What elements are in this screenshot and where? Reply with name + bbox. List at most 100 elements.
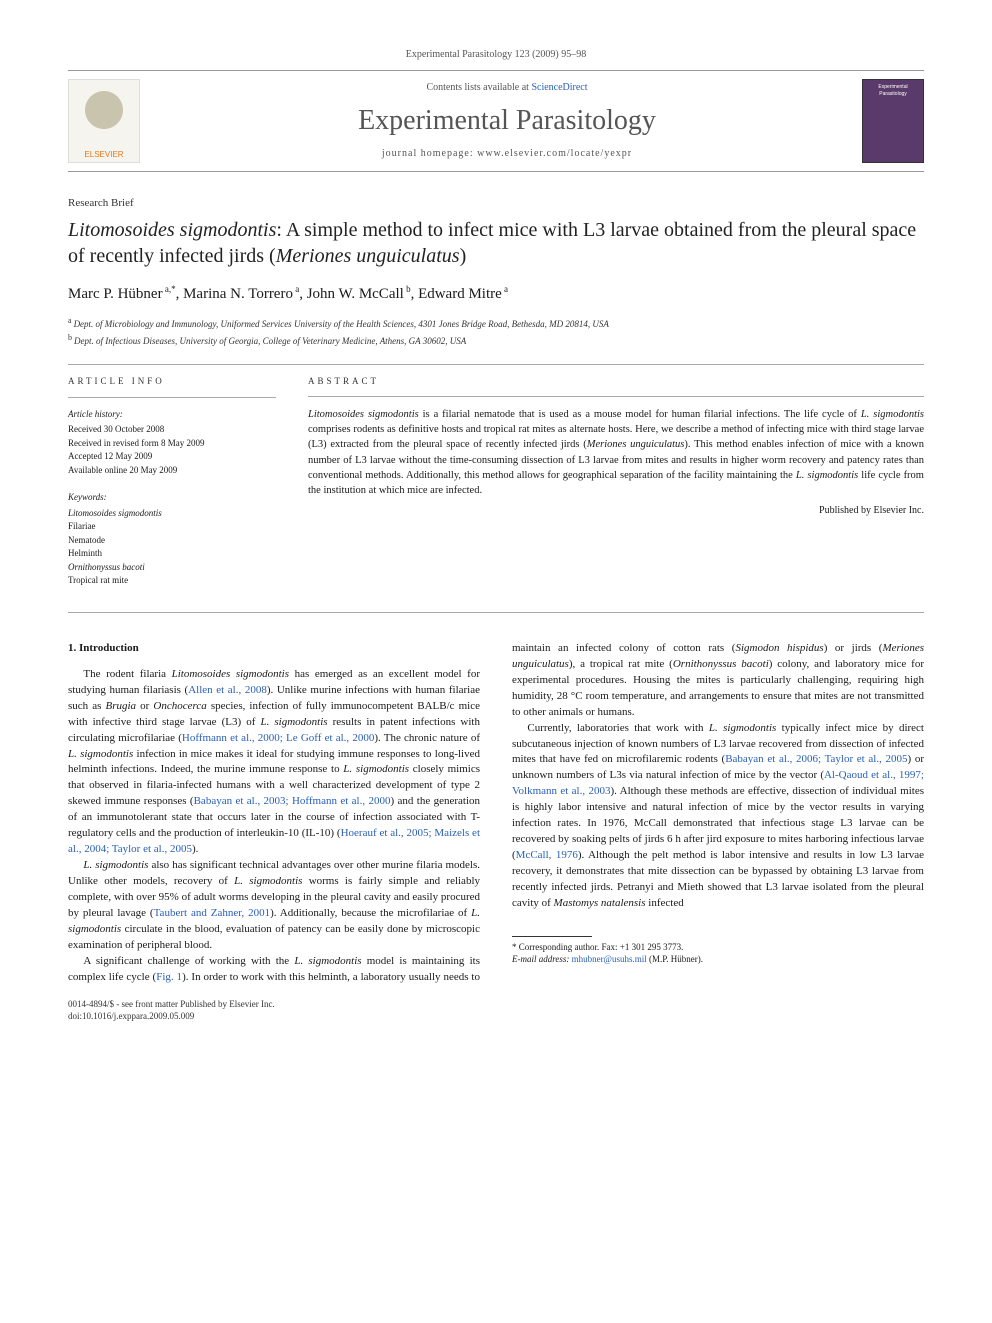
affiliations-block: a Dept. of Microbiology and Immunology, … <box>68 315 924 348</box>
history-item: Available online 20 May 2009 <box>68 464 276 478</box>
text-fragment: L. sigmodontis <box>83 859 148 871</box>
title-ital-1: Litomosoides sigmodontis <box>68 219 276 241</box>
abstract-divider <box>308 396 924 397</box>
text-fragment: Sigmodon hispidus <box>735 642 823 654</box>
history-heading: Article history: <box>68 408 276 422</box>
divider-top <box>68 364 924 365</box>
citation-link[interactable]: Taubert and Zahner, 2001 <box>154 907 270 919</box>
homepage-line: journal homepage: www.elsevier.com/locat… <box>152 147 862 161</box>
keyword-item: Litomosoides sigmodontis <box>68 507 276 521</box>
article-info-column: article info Article history: Received 3… <box>68 375 276 588</box>
corresponding-author-line: * Corresponding author. Fax: +1 301 295 … <box>512 941 924 954</box>
text-fragment: ). The chronic nature of <box>374 732 480 744</box>
homepage-url[interactable]: www.elsevier.com/locate/yexpr <box>477 148 632 159</box>
email-line: E-mail address: mhubner@usuhs.mil (M.P. … <box>512 953 924 966</box>
abstract-publisher: Published by Elsevier Inc. <box>308 504 924 518</box>
header-center: Contents lists available at ScienceDirec… <box>152 81 862 160</box>
affiliation-sup: a <box>68 316 74 325</box>
citation-link[interactable]: Allen et al., 2008 <box>188 684 267 696</box>
text-fragment: infected <box>646 897 684 909</box>
author: Edward Mitre <box>418 286 502 302</box>
citation-link[interactable]: McCall, 1976 <box>516 849 578 861</box>
keyword-item: Helminth <box>68 547 276 561</box>
citation-link[interactable]: Hoffmann et al., 2000; Le Goff et al., 2… <box>182 732 374 744</box>
elsevier-logo: ELSEVIER <box>68 79 140 163</box>
author-affil-sup: a,* <box>163 284 176 294</box>
abstract-heading: abstract <box>308 375 924 388</box>
text-fragment: or <box>136 700 153 712</box>
keyword-item: Tropical rat mite <box>68 574 276 588</box>
keyword-item: Nematode <box>68 534 276 548</box>
doi-text: doi:10.1016/j.exppara.2009.05.009 <box>68 1011 194 1021</box>
copyright-text: 0014-4894/$ - see front matter Published… <box>68 999 275 1009</box>
divider-bottom <box>68 612 924 613</box>
authors-line: Marc P. Hübner a,*, Marina N. Torrero a,… <box>68 283 924 305</box>
text-fragment: Brugia <box>106 700 137 712</box>
abstract-text: Litomosoides sigmodontis is a filarial n… <box>308 407 924 498</box>
journal-reference-top: Experimental Parasitology 123 (2009) 95–… <box>68 48 924 62</box>
elsevier-tree-icon <box>78 89 130 149</box>
section-1-paragraphs: The rodent filaria Litomosoides sigmodon… <box>68 641 924 986</box>
abstract-fragment: Litomosoides sigmodontis <box>308 409 419 420</box>
title-text-2: ) <box>460 245 467 267</box>
sciencedirect-link[interactable]: ScienceDirect <box>531 82 587 93</box>
text-fragment: Currently, laboratories that work with <box>527 722 709 734</box>
contents-available-line: Contents lists available at ScienceDirec… <box>152 81 862 95</box>
text-fragment: Litomosoides sigmodontis <box>172 668 289 680</box>
elsevier-label: ELSEVIER <box>84 149 123 160</box>
journal-cover-thumb: Experimental Parasitology <box>862 79 924 163</box>
citation-link[interactable]: Fig. 1 <box>156 971 182 983</box>
keyword-item: Filariae <box>68 520 276 534</box>
article-title: Litomosoides sigmodontis: A simple metho… <box>68 217 924 269</box>
text-fragment: L. sigmodontis <box>343 763 409 775</box>
text-fragment: L. sigmodontis <box>234 875 302 887</box>
history-item: Accepted 12 May 2009 <box>68 450 276 464</box>
text-fragment: Mastomys natalensis <box>554 897 646 909</box>
abstract-fragment: L. sigmodontis <box>861 409 924 420</box>
abstract-fragment: Meriones unguiculatus <box>587 439 685 450</box>
abstract-fragment: is a filarial nematode that is used as a… <box>419 409 861 420</box>
abstract-column: abstract Litomosoides sigmodontis is a f… <box>308 375 924 588</box>
footer-rule <box>512 936 592 937</box>
title-ital-2: Meriones unguiculatus <box>276 245 460 267</box>
info-abstract-row: article info Article history: Received 3… <box>68 375 924 588</box>
affiliation-line: a Dept. of Microbiology and Immunology, … <box>68 315 924 332</box>
citation-link[interactable]: Babayan et al., 2003; Hoffmann et al., 2… <box>194 795 391 807</box>
body-paragraph: The rodent filaria Litomosoides sigmodon… <box>68 667 480 858</box>
author-affil-sup: a <box>293 284 299 294</box>
text-fragment: The rodent filaria <box>83 668 171 680</box>
journal-title: Experimental Parasitology <box>152 101 862 140</box>
text-fragment: ). Additionally, because the microfilari… <box>270 907 471 919</box>
history-item: Received in revised form 8 May 2009 <box>68 437 276 451</box>
email-address[interactable]: mhubner@usuhs.mil <box>572 954 647 964</box>
author-affil-sup: a <box>502 284 508 294</box>
email-suffix: (M.P. Hübner). <box>647 954 703 964</box>
author: John W. McCall <box>307 286 404 302</box>
text-fragment: Ornithonyssus bacoti <box>673 658 769 670</box>
contents-prefix: Contents lists available at <box>426 82 531 93</box>
text-fragment: ) or jirds ( <box>824 642 883 654</box>
citation-link[interactable]: Babayan et al., 2006; Taylor et al., 200… <box>725 753 907 765</box>
body-paragraph: L. sigmodontis also has significant tech… <box>68 858 480 954</box>
body-paragraph: Currently, laboratories that work with L… <box>512 721 924 912</box>
text-fragment: L. sigmodontis <box>294 955 361 967</box>
affiliation-line: b Dept. of Infectious Diseases, Universi… <box>68 332 924 349</box>
text-fragment: circulate in the blood, evaluation of pa… <box>68 923 480 951</box>
history-lines: Received 30 October 2008Received in revi… <box>68 423 276 477</box>
section-1-heading: 1. Introduction <box>68 641 480 657</box>
text-fragment: ), a tropical rat mite ( <box>569 658 673 670</box>
author: Marc P. Hübner <box>68 286 163 302</box>
keyword-item: Ornithonyssus bacoti <box>68 561 276 575</box>
copyright-line: 0014-4894/$ - see front matter Published… <box>68 998 924 1023</box>
affiliation-sup: b <box>68 333 74 342</box>
text-fragment: A significant challenge of working with … <box>83 955 294 967</box>
corresponding-footer: * Corresponding author. Fax: +1 301 295 … <box>512 936 924 966</box>
body-two-columns: 1. Introduction The rodent filaria Litom… <box>68 641 924 986</box>
text-fragment: ). <box>192 843 198 855</box>
article-info-divider <box>68 397 276 398</box>
author: Marina N. Torrero <box>183 286 293 302</box>
journal-header-bar: ELSEVIER Contents lists available at Sci… <box>68 70 924 172</box>
text-fragment: L. sigmodontis <box>709 722 776 734</box>
keyword-lines: Litomosoides sigmodontisFilariaeNematode… <box>68 507 276 588</box>
abstract-fragment: L. sigmodontis <box>796 470 858 481</box>
